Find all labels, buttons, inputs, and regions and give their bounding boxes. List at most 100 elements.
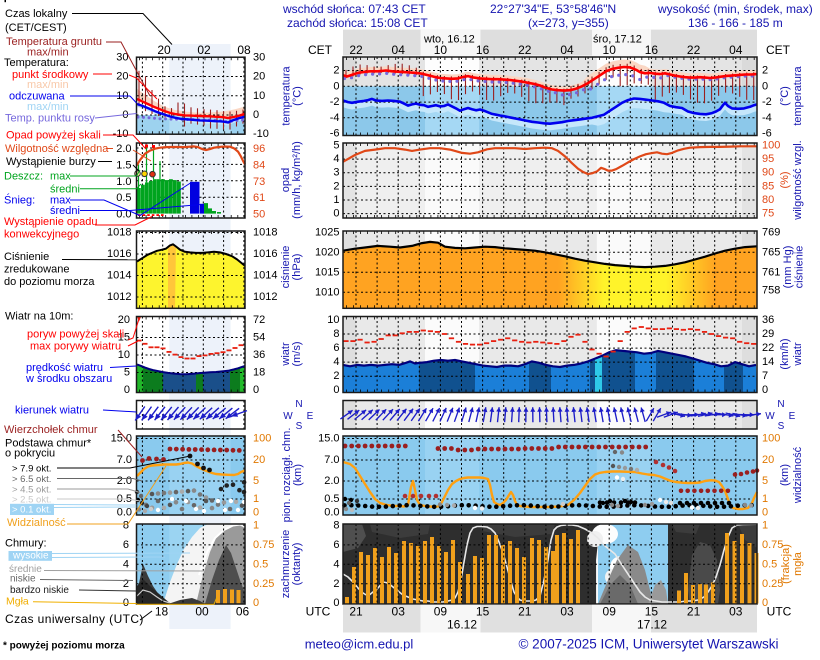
svg-text:ciśnienie: ciśnienie	[794, 246, 806, 289]
svg-text:61: 61	[253, 192, 265, 204]
svg-text:Temperatura:: Temperatura:	[4, 57, 69, 69]
svg-text:E: E	[789, 411, 796, 422]
svg-text:02: 02	[197, 43, 211, 57]
svg-text:-10: -10	[253, 128, 269, 140]
svg-text:bardzo niskie: bardzo niskie	[10, 585, 69, 596]
svg-text:2.0: 2.0	[116, 143, 131, 155]
svg-text:00: 00	[195, 604, 209, 618]
svg-text:1014: 1014	[107, 270, 131, 282]
svg-text:90: 90	[762, 167, 774, 179]
svg-text:0.5: 0.5	[116, 192, 131, 204]
svg-text:7.0: 7.0	[324, 454, 339, 466]
svg-text:21: 21	[349, 604, 363, 618]
svg-text:16: 16	[476, 43, 490, 57]
svg-text:100: 100	[762, 140, 780, 152]
svg-text:konwekcyjnego: konwekcyjnego	[4, 229, 79, 241]
svg-text:(%): (%)	[779, 171, 791, 188]
svg-text:(CET/CEST): (CET/CEST)	[5, 22, 67, 34]
svg-text:10: 10	[603, 43, 617, 57]
svg-text:1016: 1016	[253, 248, 277, 260]
svg-text:769: 769	[762, 226, 780, 238]
svg-text:72: 72	[253, 314, 265, 326]
svg-text:4: 4	[333, 153, 339, 165]
svg-text:04: 04	[392, 43, 406, 57]
svg-text:0: 0	[333, 80, 339, 92]
svg-text:max/min: max/min	[27, 79, 69, 91]
svg-text:73: 73	[253, 176, 265, 188]
svg-text:08: 08	[237, 43, 251, 57]
svg-text:2: 2	[333, 65, 339, 77]
svg-text:wysokość (min, środek, max): wysokość (min, środek, max)	[657, 2, 813, 16]
svg-text:30: 30	[116, 51, 128, 63]
svg-text:2: 2	[333, 578, 339, 590]
svg-text:meteo@icm.edu.pl: meteo@icm.edu.pl	[305, 637, 414, 652]
svg-text:36: 36	[762, 314, 774, 326]
svg-text:0: 0	[253, 507, 259, 519]
svg-text:7: 7	[762, 370, 768, 382]
svg-text:0: 0	[762, 384, 768, 396]
svg-text:kierunek wiatru: kierunek wiatru	[15, 405, 89, 417]
svg-text:> 0.1 okt.: > 0.1 okt.	[12, 505, 51, 516]
svg-text:ciśnienie: ciśnienie	[280, 246, 292, 289]
svg-text:0.0: 0.0	[116, 209, 131, 221]
svg-text:1025: 1025	[315, 226, 339, 238]
svg-text:1.5: 1.5	[116, 159, 131, 171]
svg-text:zachód słońca: 15:08 CET: zachód słońca: 15:08 CET	[287, 16, 428, 30]
svg-text:> 2.5 okt.: > 2.5 okt.	[12, 495, 51, 506]
svg-text:4: 4	[123, 558, 129, 570]
svg-text:0: 0	[333, 208, 339, 220]
svg-text:22: 22	[349, 43, 363, 57]
svg-text:wiatr: wiatr	[280, 342, 292, 367]
svg-text:22°27'34"E, 53°58'46"N: 22°27'34"E, 53°58'46"N	[490, 2, 616, 16]
svg-text:2: 2	[333, 370, 339, 382]
svg-text:(mm/h, kg/m²/h): (mm/h, kg/m²/h)	[291, 141, 303, 219]
svg-text:(km/h): (km/h)	[779, 338, 791, 369]
svg-text:S: S	[296, 421, 303, 432]
svg-text:max: max	[50, 195, 71, 207]
svg-text:(m/s): (m/s)	[291, 341, 303, 366]
svg-text:10: 10	[327, 314, 339, 326]
svg-text:30: 30	[253, 51, 265, 63]
svg-text:136 - 166 - 185 m: 136 - 166 - 185 m	[688, 16, 783, 30]
svg-text:17.12: 17.12	[637, 618, 667, 632]
svg-text:85: 85	[762, 180, 774, 192]
svg-text:1014: 1014	[253, 270, 277, 282]
svg-text:20: 20	[253, 71, 265, 83]
svg-text:(°C): (°C)	[292, 86, 304, 106]
svg-text:8: 8	[123, 519, 129, 531]
svg-text:S: S	[778, 421, 785, 432]
svg-text:4: 4	[333, 356, 339, 368]
svg-text:N: N	[777, 399, 784, 410]
svg-text:widzialność: widzialność	[792, 446, 804, 504]
svg-text:10: 10	[118, 349, 130, 361]
svg-text:0: 0	[762, 507, 768, 519]
svg-text:1016: 1016	[107, 248, 131, 260]
svg-text:śro, 17.12: śro, 17.12	[593, 33, 642, 45]
svg-text:do poziomu morza: do poziomu morza	[4, 276, 95, 288]
svg-text:8: 8	[333, 519, 339, 531]
svg-text:odczuwana: odczuwana	[9, 91, 66, 103]
svg-text:W: W	[283, 411, 293, 422]
svg-text:80: 80	[762, 194, 774, 206]
svg-text:0: 0	[762, 80, 768, 92]
svg-text:1: 1	[253, 493, 259, 505]
svg-text:-4: -4	[330, 112, 340, 124]
svg-text:(oktanty): (oktanty)	[291, 543, 303, 586]
svg-text:0.0: 0.0	[117, 507, 132, 519]
svg-text:wysokie: wysokie	[12, 551, 49, 562]
svg-text:75: 75	[762, 208, 774, 220]
svg-text:15: 15	[645, 604, 659, 618]
svg-text:-2: -2	[330, 96, 340, 108]
svg-text:16: 16	[645, 43, 659, 57]
svg-text:> 4.5 okt.: > 4.5 okt.	[12, 485, 51, 496]
svg-text:2.0: 2.0	[117, 475, 132, 487]
svg-text:Podstawa chmur*: Podstawa chmur*	[5, 438, 92, 450]
svg-text:10: 10	[434, 43, 448, 57]
svg-text:Ciśnienie: Ciśnienie	[4, 251, 49, 263]
svg-text:> 6.5 okt.: > 6.5 okt.	[12, 474, 51, 485]
svg-text:temperatura: temperatura	[281, 65, 293, 125]
svg-text:100: 100	[253, 433, 271, 445]
svg-text:6: 6	[333, 539, 339, 551]
svg-text:758: 758	[762, 285, 780, 297]
svg-text:prędkość wiatru: prędkość wiatru	[26, 362, 103, 374]
